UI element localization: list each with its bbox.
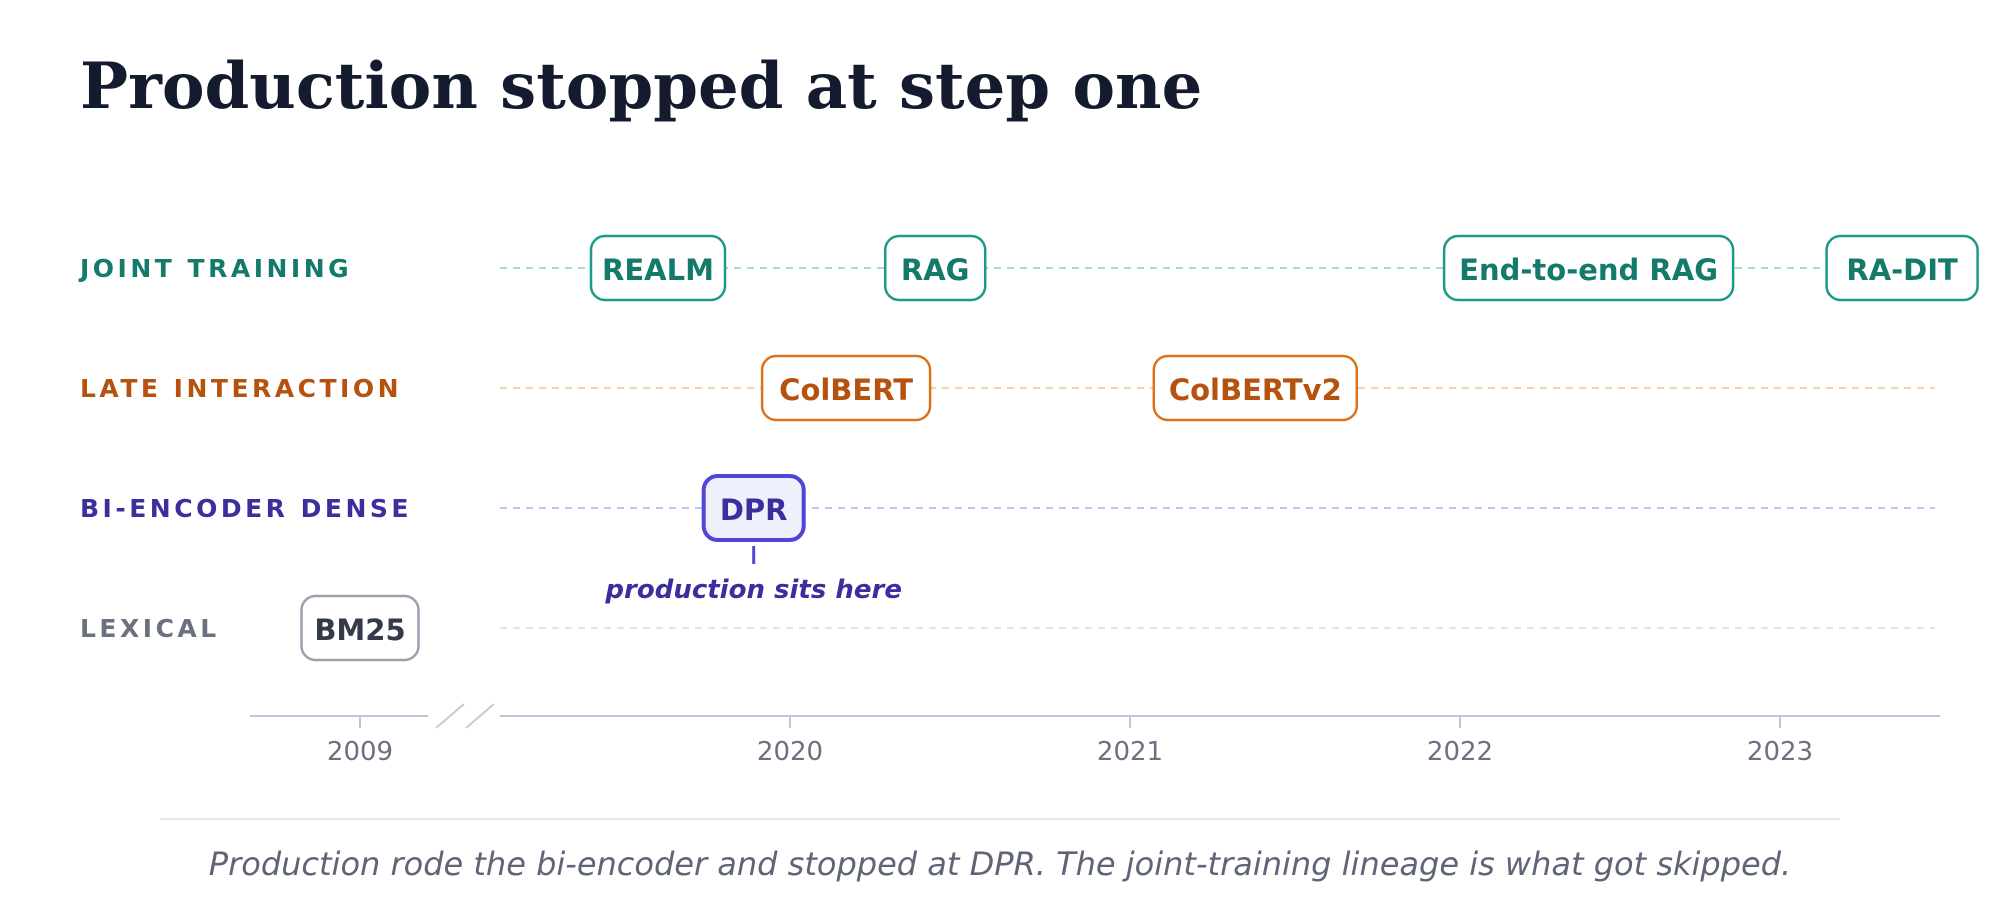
node-colbertv2: ColBERTv2 [1152, 354, 1359, 422]
timeline-nodes: REALM RAG End-to-end RAG RA-DIT ColBERT ColBE… [300, 234, 1979, 662]
lane-label-lexical: LEXICAL [80, 614, 220, 643]
node-bm25: BM25 [300, 594, 420, 662]
tick-label-2021: 2021 [1097, 737, 1163, 767]
node-rag: RAG [883, 234, 987, 302]
caption: Production rode the bi-encoder and stopp… [209, 845, 1791, 883]
annotation-group: production sits here [604, 546, 902, 605]
axis-break-mark [465, 703, 495, 729]
node-label: End-to-end RAG [1459, 253, 1718, 287]
axis-break-mark [435, 703, 465, 729]
node-box [883, 234, 987, 302]
time-axis: 2009 2020 2021 2022 2023 [250, 703, 1940, 767]
lane-label-bienc: BI-ENCODER DENSE [80, 494, 412, 523]
node-box [760, 354, 932, 422]
node-label: ColBERT [779, 373, 913, 407]
node-dpr: DPR [701, 474, 806, 542]
node-label: BM25 [314, 613, 405, 647]
lane-label-late: LATE INTERACTION [80, 374, 402, 403]
node-colbert: ColBERT [760, 354, 932, 422]
node-label: RA-DIT [1846, 253, 1958, 287]
node-label: DPR [720, 493, 788, 527]
node-box [1152, 354, 1359, 422]
node-box [300, 594, 420, 662]
tick-label-2022: 2022 [1427, 737, 1493, 767]
tick-label-2020: 2020 [757, 737, 823, 767]
node-box [1442, 234, 1735, 302]
tick-label-2023: 2023 [1747, 737, 1813, 767]
node-ra-dit: RA-DIT [1825, 234, 1979, 302]
page-title: Production stopped at step one [80, 49, 1202, 124]
lane-guide-lines [500, 267, 1935, 629]
tick-label-2009: 2009 [327, 737, 393, 767]
annotation-text: production sits here [604, 575, 902, 605]
node-label: RAG [901, 253, 970, 287]
node-realm: REALM [589, 234, 727, 302]
node-label: REALM [602, 253, 714, 287]
lane-label-joint: JOINT TRAINING [78, 254, 352, 283]
node-box [1825, 234, 1979, 302]
lane-labels: JOINT TRAINING LATE INTERACTION BI-ENCODER… [78, 254, 412, 643]
node-label: ColBERTv2 [1169, 373, 1342, 407]
node-box [589, 234, 727, 302]
node-box [701, 474, 806, 542]
node-end-to-end-rag: End-to-end RAG [1442, 234, 1735, 302]
